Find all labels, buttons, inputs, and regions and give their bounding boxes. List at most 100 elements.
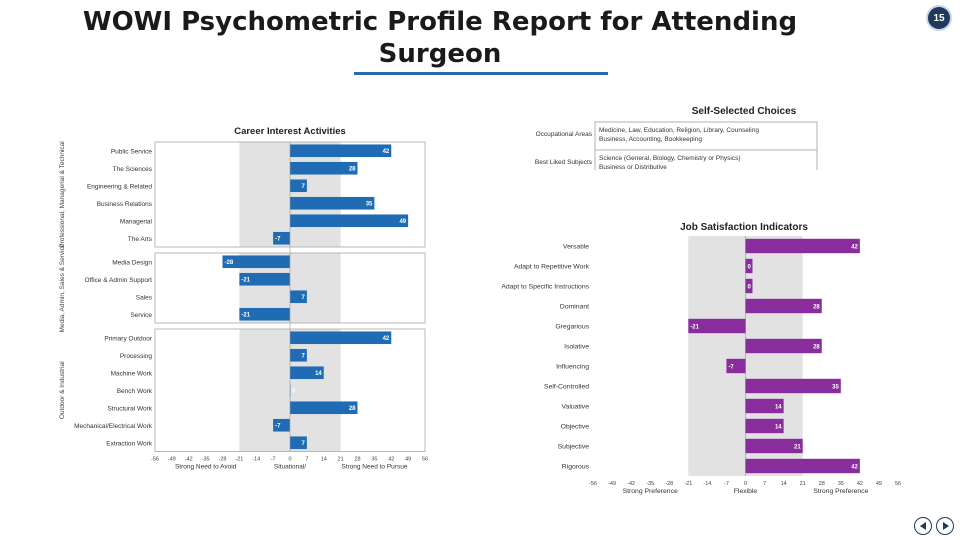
job-data-label-versatile: 42	[851, 244, 858, 250]
job-category-label-adapt-to-specific-instructions: Adapt to Specific Instructions	[501, 284, 589, 291]
career-bar-processing	[290, 348, 307, 362]
job-tick-label: -7	[724, 481, 729, 487]
career-tick-label: -7	[271, 457, 276, 463]
job-bar-gregarious	[688, 318, 746, 334]
career-tick-label: 49	[405, 457, 411, 463]
job-tick-label: 56	[895, 481, 901, 487]
previous-slide-button[interactable]	[914, 517, 932, 535]
job-bar-objective	[745, 418, 784, 434]
job-category-label-influencing: Influencing	[556, 364, 589, 371]
job-data-label-self-controlled: 35	[832, 384, 839, 390]
job-tick-label: 49	[876, 481, 882, 487]
job-tick-label: -14	[703, 481, 711, 487]
slide-nav	[914, 517, 954, 535]
choices-row-label-best-liked-subjects: Best Liked Subjects	[535, 159, 593, 166]
job-category-label-self-controlled: Self-Controlled	[544, 384, 589, 391]
job-category-label-valuative: Valuative	[562, 404, 590, 411]
career-bar-engineering-related	[290, 179, 307, 193]
career-group-label-media-admin-sales-service: Media, Admin, Sales & Service	[59, 243, 66, 332]
career-data-label-sales: 7	[302, 295, 306, 301]
next-slide-button[interactable]	[936, 517, 954, 535]
career-bar-mechanical-electrical-work	[273, 418, 290, 432]
job-bar-subjective	[745, 438, 803, 454]
career-tick-label: 42	[388, 457, 394, 463]
job-bar-self-controlled	[745, 378, 841, 394]
career-category-label-the-arts: The Arts	[128, 236, 153, 243]
career-axis-label-right: Strong Need to Pursue	[341, 464, 408, 471]
job-axis-label-center: Flexible	[734, 488, 758, 495]
career-tick-label: -14	[252, 457, 260, 463]
chevron-right-icon	[942, 522, 949, 530]
career-bar-business-relations	[290, 196, 375, 210]
career-category-label-sales: Sales	[136, 294, 153, 301]
career-category-label-business-relations: Business Relations	[97, 201, 153, 208]
page-title: WOWI Psychometric Profile Report for Att…	[82, 7, 798, 69]
job-tick-label: -35	[646, 481, 654, 487]
career-category-label-primary-outdoor: Primary Outdoor	[104, 335, 153, 342]
title-underline	[354, 72, 608, 75]
career-tick-label: 14	[321, 457, 327, 463]
job-data-label-adapt-to-repetitive-work: 0	[748, 264, 752, 270]
career-data-label-office-admin-support: -21	[241, 278, 250, 284]
career-group-label-professional-managerial-technical: Professional, Managerial & Technical	[59, 141, 66, 248]
career-data-label-media-design: -28	[225, 260, 234, 266]
choices-row-value-best-liked-subjects: Business or Distributive	[599, 164, 667, 170]
career-data-label-the-arts: -7	[275, 237, 281, 243]
career-tick-label: -56	[151, 457, 159, 463]
career-category-label-managerial: Managerial	[120, 218, 153, 225]
job-tick-label: 28	[819, 481, 825, 487]
career-category-label-the-sciences: The Sciences	[113, 166, 153, 173]
career-tick-label: 21	[338, 457, 344, 463]
career-tick-label: -49	[168, 457, 176, 463]
job-data-label-valuative: 14	[775, 404, 782, 410]
job-bar-valuative	[745, 398, 784, 414]
career-tick-label: -21	[235, 457, 243, 463]
career-bar-office-admin-support	[239, 272, 290, 286]
career-tick-label: -35	[202, 457, 210, 463]
career-bar-primary-outdoor	[290, 331, 392, 345]
job-tick-label: -49	[608, 481, 616, 487]
job-tick-label: -56	[589, 481, 597, 487]
career-data-label-primary-outdoor: 42	[383, 336, 390, 342]
career-axis-label-left: Strong Need to Avoid	[175, 464, 237, 471]
career-category-label-extraction-work: Extraction Work	[106, 440, 153, 447]
job-tick-label: 7	[763, 481, 766, 487]
job-category-label-rigorous: Rigorous	[562, 464, 590, 471]
career-category-label-mechanical-electrical-work: Mechanical/Electrical Work	[74, 423, 153, 430]
career-data-label-service: -21	[241, 313, 250, 319]
job-tick-label: -21	[684, 481, 692, 487]
career-bar-the-arts	[273, 231, 290, 245]
job-data-label-objective: 14	[775, 424, 782, 430]
career-data-label-machine-work: 14	[315, 371, 322, 377]
career-data-label-business-relations: 35	[366, 202, 373, 208]
job-tick-label: 21	[800, 481, 806, 487]
career-data-label-managerial: 49	[399, 219, 406, 225]
job-data-label-rigorous: 42	[851, 464, 858, 470]
career-axis-label-center: Situational/Domain Specific	[267, 464, 315, 471]
career-bar-extraction-work	[290, 436, 307, 450]
career-bar-media-design	[222, 255, 290, 269]
career-tick-label: 28	[354, 457, 360, 463]
career-tick-label: -42	[185, 457, 193, 463]
career-axis-label-center-line1: Situational/	[274, 464, 306, 471]
job-tick-label: 14	[781, 481, 787, 487]
job-tick-label: -28	[665, 481, 673, 487]
choices-row-value-occupational-areas: Medicine, Law, Education, Religion, Libr…	[599, 127, 759, 134]
job-axis-label-left: Strong Preference	[623, 488, 678, 495]
job-chart-title: Job Satisfaction Indicators	[680, 222, 808, 233]
job-category-label-objective: Objective	[561, 424, 590, 431]
career-data-label-processing: 7	[302, 354, 306, 360]
job-category-label-dominant: Dominant	[560, 304, 589, 311]
career-category-label-media-design: Media Design	[112, 259, 152, 266]
job-satisfaction-chart: Job Satisfaction Indicators Versatile 42 Ad…	[501, 222, 901, 495]
job-data-label-subjective: 21	[794, 444, 801, 450]
job-category-label-versatile: Versatile	[563, 244, 589, 251]
career-tick-label: 7	[305, 457, 308, 463]
job-tick-label: 0	[744, 481, 747, 487]
job-zero-value-marker	[745, 258, 753, 274]
career-category-label-processing: Processing	[120, 353, 153, 360]
career-bar-machine-work	[290, 366, 324, 380]
job-category-label-gregarious: Gregarious	[555, 324, 589, 331]
self-selected-choices-table: Self-Selected Choices Occupational Areas M…	[535, 106, 818, 170]
job-bar-dominant	[745, 298, 822, 314]
